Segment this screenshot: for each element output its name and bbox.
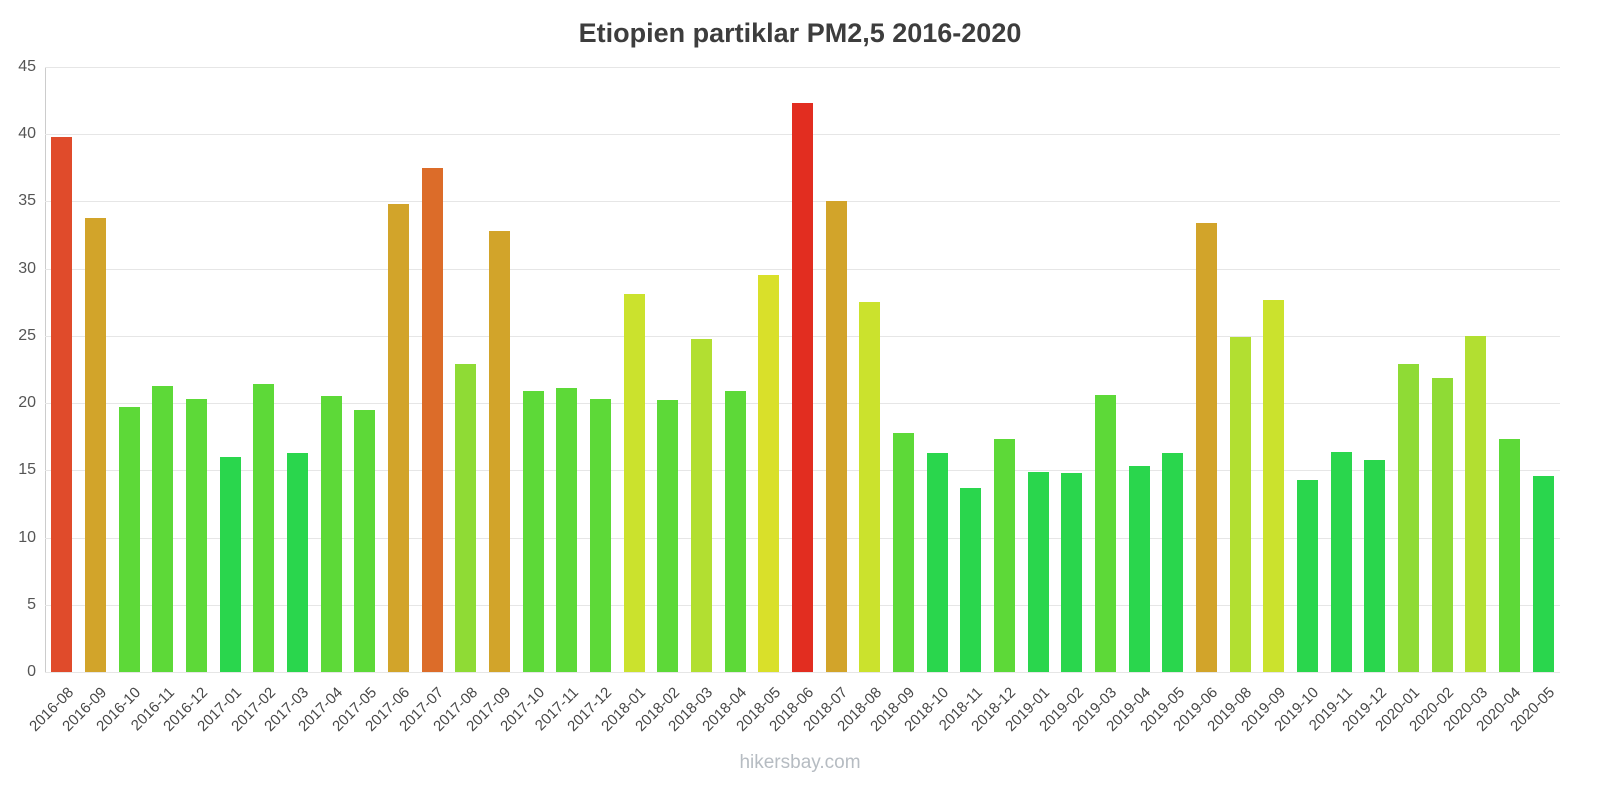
bar-2018-01[interactable] <box>623 294 645 672</box>
bar-2017-10[interactable] <box>522 391 544 672</box>
bar-2018-11[interactable] <box>960 487 982 672</box>
bar-2018-07[interactable] <box>825 201 847 672</box>
bar-2017-12[interactable] <box>590 399 611 672</box>
bar-2016-11[interactable] <box>152 385 174 672</box>
y-axis-tick-label: 0 <box>27 663 36 680</box>
plot-area <box>45 67 1560 673</box>
bar-2017-06[interactable] <box>388 204 409 672</box>
y-axis-tick-label: 40 <box>18 125 36 143</box>
bar-2016-09[interactable] <box>85 217 106 672</box>
bar-2020-05[interactable] <box>1532 475 1554 672</box>
bar-2019-10[interactable] <box>1297 479 1318 672</box>
bar-2016-12[interactable] <box>186 399 207 672</box>
y-axis-line <box>45 67 46 673</box>
bar-2017-07[interactable] <box>421 167 443 672</box>
y-axis-tick-label: 35 <box>18 192 36 210</box>
bar-2017-11[interactable] <box>556 388 578 672</box>
bar-2017-01[interactable] <box>219 456 241 672</box>
bar-2020-03[interactable] <box>1465 335 1487 672</box>
gridline <box>45 67 1560 68</box>
bar-2018-05[interactable] <box>758 275 780 672</box>
bar-2018-10[interactable] <box>926 452 948 672</box>
bar-2019-05[interactable] <box>1162 452 1184 672</box>
bar-2019-01[interactable] <box>1027 471 1049 672</box>
bar-2019-08[interactable] <box>1229 337 1251 672</box>
bar-2018-02[interactable] <box>657 400 679 672</box>
bar-2020-04[interactable] <box>1499 439 1520 672</box>
y-axis-tick-label: 30 <box>18 259 36 277</box>
bar-2017-08[interactable] <box>455 364 477 672</box>
gridline <box>45 672 1560 673</box>
bar-2018-08[interactable] <box>859 302 881 672</box>
bar-2018-06[interactable] <box>792 103 813 672</box>
bar-2019-03[interactable] <box>1095 395 1116 672</box>
bar-2019-11[interactable] <box>1330 451 1352 672</box>
bar-2019-12[interactable] <box>1364 459 1386 672</box>
bar-2019-09[interactable] <box>1263 299 1285 672</box>
bar-2018-04[interactable] <box>724 391 746 672</box>
bar-2018-09[interactable] <box>893 432 914 672</box>
bar-2019-02[interactable] <box>1061 473 1083 672</box>
y-axis-tick-label: 45 <box>18 58 36 75</box>
bar-2017-04[interactable] <box>320 396 342 672</box>
bar-2017-02[interactable] <box>253 384 275 672</box>
bar-2019-04[interactable] <box>1128 466 1150 672</box>
y-axis-tick-label: 25 <box>18 326 36 344</box>
bar-2016-10[interactable] <box>118 407 140 672</box>
chart-title: Etiopien partiklar PM2,5 2016-2020 <box>578 18 1022 48</box>
bar-2018-03[interactable] <box>691 338 712 672</box>
y-axis-tick-label: 10 <box>18 528 36 546</box>
bar-2017-03[interactable] <box>287 452 308 672</box>
bar-2019-06[interactable] <box>1196 222 1217 672</box>
bar-2017-05[interactable] <box>354 409 376 672</box>
y-axis-tick-label: 5 <box>27 595 36 613</box>
y-axis-tick-label: 15 <box>18 461 36 479</box>
bar-2018-12[interactable] <box>994 439 1015 672</box>
y-axis-tick-label: 20 <box>18 394 36 412</box>
watermark-link[interactable]: hikersbay.com <box>739 752 861 773</box>
bar-2016-08[interactable] <box>51 136 73 672</box>
bar-2017-09[interactable] <box>489 231 510 672</box>
bar-2020-02[interactable] <box>1431 377 1453 672</box>
bar-2020-01[interactable] <box>1398 364 1419 672</box>
